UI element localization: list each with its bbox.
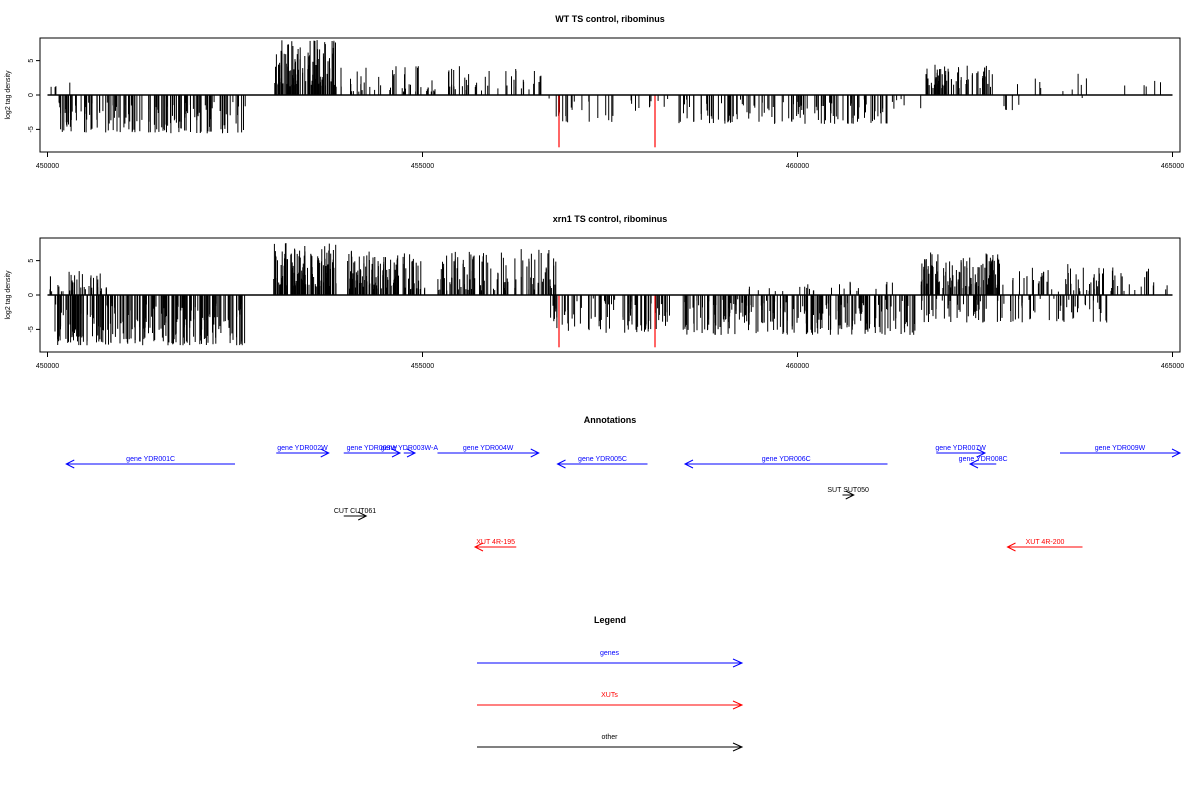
annotation-feature: XUT 4R-195: [473, 539, 517, 552]
annotation-feature: gene YDR009W: [1060, 445, 1182, 458]
arrow-left-icon: [473, 542, 484, 552]
annotation-label: SUT SUT050: [827, 487, 869, 494]
annotation-label: XUT 4R-195: [476, 539, 515, 546]
arrow-right-icon: [530, 448, 540, 458]
arrow-right-icon: [406, 448, 417, 458]
chart-title: WT TS control, ribominus: [555, 14, 665, 24]
y-tick-label: 5: [28, 59, 35, 63]
legend-item: other: [477, 734, 744, 752]
annotation-feature: gene YDR001C: [65, 456, 235, 469]
y-axis-label: log2 tag density: [5, 70, 12, 120]
arrow-right-icon: [732, 700, 744, 710]
arrow-right-icon: [976, 448, 987, 458]
annotation-feature: SUT SUT050: [827, 487, 869, 500]
annotation-label: CUT CUT061: [334, 508, 376, 515]
arrow-left-icon: [65, 459, 75, 469]
x-tick-label: 465000: [1161, 363, 1184, 370]
legend-item: XUTs: [477, 692, 744, 710]
annotations-panel: Annotations gene YDR001C gene YDR002W gene …: [65, 415, 1182, 552]
y-tick-label: 0: [28, 293, 35, 297]
arrow-right-icon: [732, 658, 744, 668]
y-tick-label: 0: [28, 93, 35, 97]
y-tick-label: -5: [28, 326, 35, 332]
arrow-left-icon: [968, 459, 979, 469]
chart-title: xrn1 TS control, ribominus: [553, 214, 668, 224]
annotation-label: gene YDR001C: [126, 456, 175, 463]
annotation-label: gene YDR009W: [1095, 445, 1146, 452]
arrow-left-icon: [556, 459, 566, 469]
annotations-title: Annotations: [584, 415, 637, 425]
arrow-right-icon: [391, 448, 402, 458]
arrow-left-icon: [1006, 542, 1016, 552]
data-bars: [50, 40, 1161, 148]
arrow-left-icon: [683, 459, 694, 469]
arrow-right-icon: [320, 448, 330, 458]
annotation-feature: gene YDR007W: [935, 445, 987, 458]
data-bars: [49, 243, 1168, 348]
annotation-feature: gene YDR005C: [556, 456, 648, 469]
annotation-feature: gene YDR006C: [683, 456, 888, 469]
legend-title: Legend: [594, 615, 626, 625]
track-panel-2: xrn1 TS control, ribominus log2 tag densi…: [5, 214, 1184, 370]
legend-label: other: [602, 734, 619, 741]
track-panel-1: WT TS control, ribominus log2 tag density…: [5, 14, 1184, 170]
annotation-feature: gene YDR008C: [959, 456, 1008, 469]
x-tick-label: 455000: [411, 163, 434, 170]
annotation-feature: gene YDR003W-A: [381, 445, 439, 458]
legend-item: genes: [477, 650, 744, 668]
x-tick-label: 460000: [786, 163, 809, 170]
x-tick-label: 450000: [36, 363, 59, 370]
annotation-label: gene YDR007W: [935, 445, 986, 452]
legend-label: genes: [600, 650, 620, 657]
annotation-label: gene YDR006C: [762, 456, 811, 463]
annotation-feature: XUT 4R-200: [1006, 539, 1083, 552]
annotation-label: gene YDR004W: [463, 445, 514, 452]
x-tick-label: 455000: [411, 363, 434, 370]
y-axis-label: log2 tag density: [5, 270, 12, 320]
annotation-feature: CUT CUT061: [334, 508, 376, 521]
annotation-label: gene YDR008C: [959, 456, 1008, 463]
annotation-label: gene YDR005C: [578, 456, 627, 463]
x-tick-label: 460000: [786, 363, 809, 370]
arrow-right-icon: [358, 511, 368, 521]
annotation-feature: gene YDR002W: [276, 445, 330, 458]
x-tick-label: 465000: [1161, 163, 1184, 170]
arrow-right-icon: [732, 742, 744, 752]
annotation-label: gene YDR002W: [277, 445, 328, 452]
arrow-right-icon: [845, 490, 855, 500]
y-tick-label: 5: [28, 259, 35, 263]
y-tick-label: -5: [28, 126, 35, 132]
legend-label: XUTs: [601, 692, 618, 699]
annotation-feature: gene YDR003W: [343, 445, 402, 458]
legend: Legend genes XUTs other: [477, 615, 744, 752]
annotation-label: gene YDR003W-A: [381, 445, 439, 452]
arrow-right-icon: [1171, 448, 1182, 458]
annotation-label: XUT 4R-200: [1026, 539, 1065, 546]
x-tick-label: 450000: [36, 163, 59, 170]
annotation-label: gene YDR003W: [347, 445, 398, 452]
annotation-feature: gene YDR004W: [437, 445, 540, 458]
